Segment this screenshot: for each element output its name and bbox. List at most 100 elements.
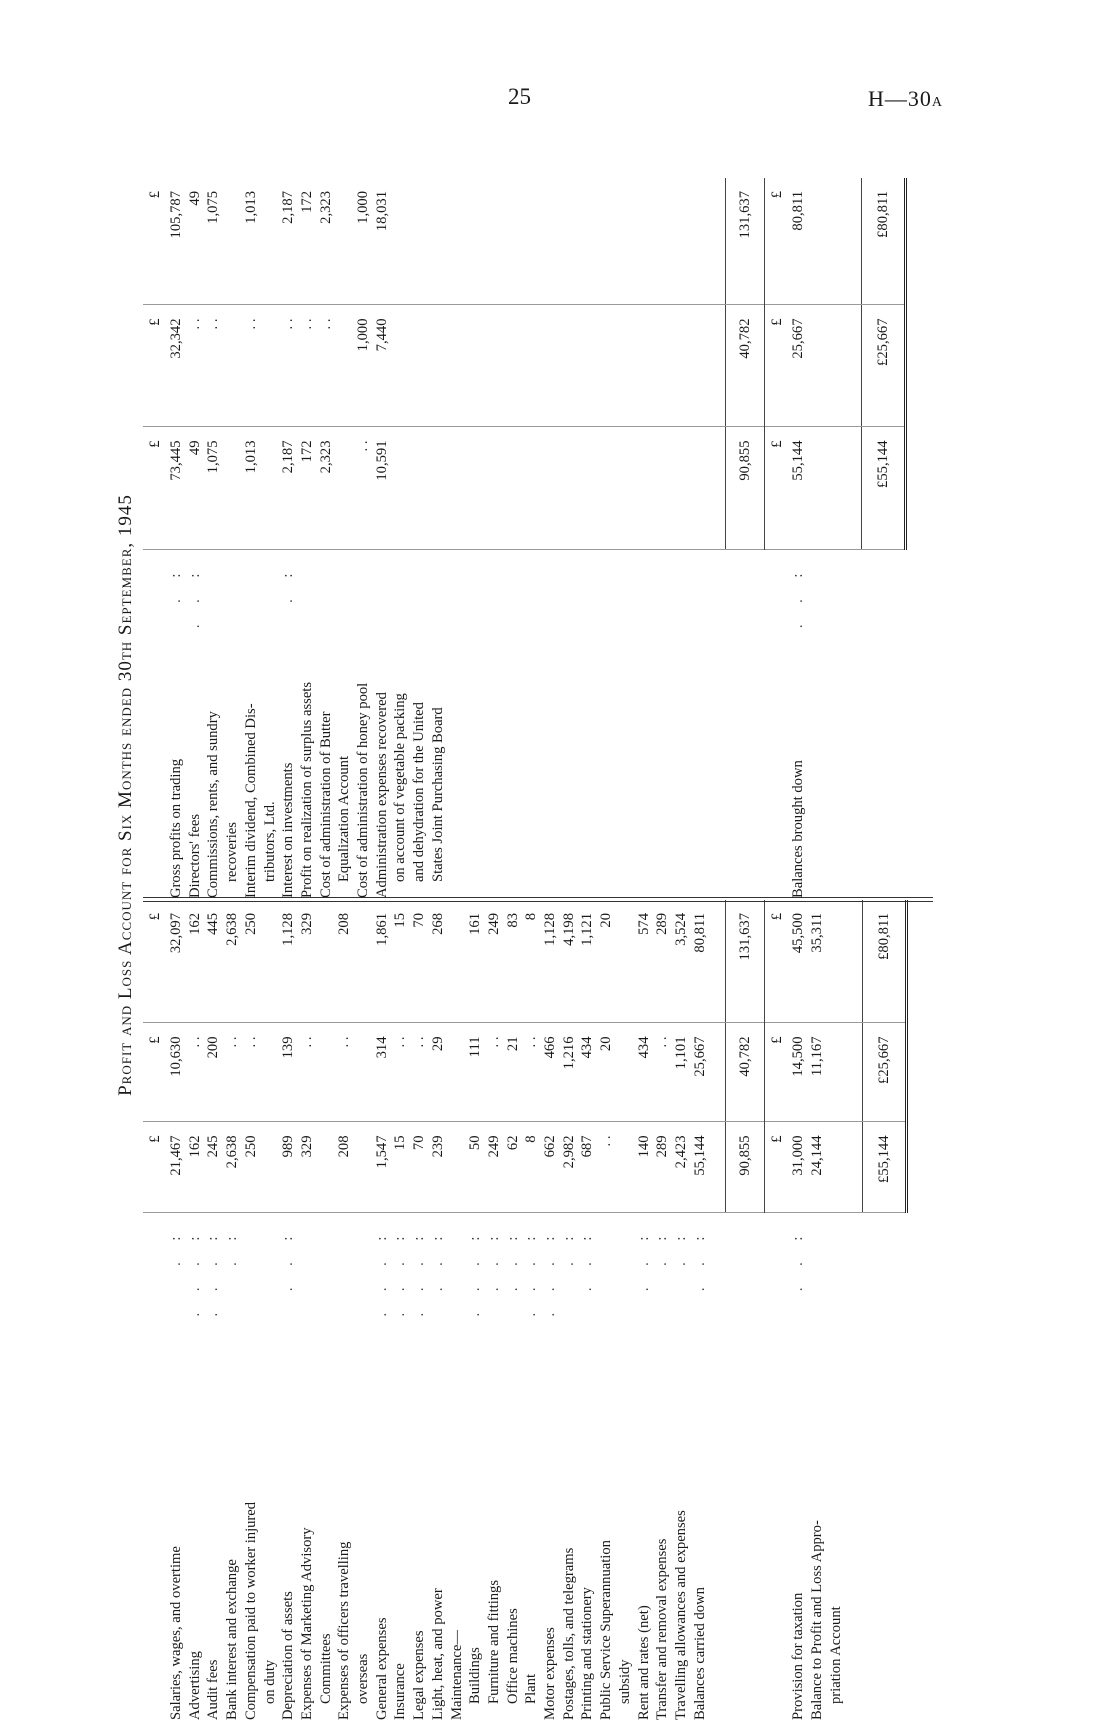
row-label: on account of vegetable packing: [391, 550, 410, 898]
table-row: Directors' fees . . : 49. . 49: [185, 178, 205, 898]
table-row: Printing and stationery . . : 687 434 1,121: [578, 900, 598, 1720]
amount-cell-1: 289: [653, 1122, 672, 1213]
dot-leader: . . :: [790, 564, 807, 629]
amount-cell-1: [503, 427, 523, 550]
amount-cell-2: [709, 305, 726, 427]
amount-cell-2: [354, 1023, 373, 1122]
amount-cell-1: [559, 427, 579, 550]
amount-cell-1: [335, 427, 355, 550]
amount-cell-3: [260, 178, 280, 305]
spacer-row: [845, 900, 862, 1720]
row-label: [726, 1213, 765, 1720]
row-label: Audit fees . . . :: [204, 1213, 223, 1721]
amount-cell-1: 162: [185, 1122, 205, 1213]
dot-leader: . :: [672, 1227, 689, 1266]
amount-cell-2: . .: [297, 1023, 317, 1122]
amount-cell-3: 2,323: [316, 178, 336, 305]
amount-cell-2: [653, 305, 672, 427]
dot-leader: . :: [280, 564, 297, 603]
amount-cell-3: [845, 178, 862, 305]
amount-cell-2: 29: [428, 1023, 448, 1122]
row-label-text: Audit fees: [205, 1659, 222, 1720]
amount-cell-2: £: [764, 1023, 790, 1122]
credit-side-table: £ £ £ Gross profits on trading. :73,445 32,3…: [143, 178, 907, 898]
amount-cell-3: 1,861: [372, 900, 392, 1023]
row-label-text: Equalization Account: [336, 755, 353, 882]
row-label: on duty: [261, 1213, 280, 1720]
amount-cell-1: [826, 427, 846, 550]
amount-cell-2: 111: [466, 1023, 485, 1122]
row-label-text: Transfer and removal expenses: [654, 1538, 671, 1720]
dot-leader: . . . :: [373, 1227, 390, 1317]
row-label-text: Cost of administration of Butter: [317, 711, 334, 898]
row-label: [466, 550, 485, 898]
amount-cell-2: [615, 1023, 635, 1122]
amount-cell-3: 1,000: [354, 178, 373, 305]
amount-cell-2: . .: [522, 1023, 542, 1122]
dot-leader: . . . :: [392, 1227, 409, 1317]
amount-cell-3: [559, 178, 579, 305]
amount-cell-1: 140: [634, 1122, 654, 1213]
table-row: Insurance . . . : 15. . 15: [391, 900, 411, 1720]
amount-cell-3: 35,311: [808, 900, 827, 1023]
row-label-text: Bank interest and exchange: [224, 1559, 241, 1720]
amount-cell-3: [578, 178, 598, 305]
amount-cell-3: [503, 178, 523, 305]
row-label: States Joint Purchasing Board: [429, 550, 448, 898]
currency-header-row: £ £ £: [143, 178, 167, 898]
amount-cell-3: 1,075: [204, 178, 224, 305]
amount-cell-2: . .: [653, 1023, 672, 1122]
row-label: Committees: [317, 1213, 336, 1720]
amount-cell-3: 574: [634, 900, 654, 1023]
amount-cell-2: [447, 1023, 467, 1122]
amount-cell-2: . .: [297, 305, 317, 427]
row-label: [726, 550, 765, 898]
amount-cell-2: [223, 305, 242, 427]
row-label: Office machines . . :: [504, 1213, 523, 1720]
amount-cell-3: [615, 900, 635, 1023]
table-row: [826, 178, 846, 898]
row-label-text: on duty: [261, 1659, 278, 1704]
row-label: Travelling allowances and expenses . :: [672, 1213, 691, 1721]
row-label: priation Account: [827, 1213, 846, 1720]
amount-cell-3: 18,031: [372, 178, 392, 305]
table-row: Rent and rates (net) . . : 140 434 574: [634, 900, 654, 1720]
amount-cell-3: [466, 178, 485, 305]
amount-cell-2: 20: [597, 1023, 616, 1122]
row-label: Balances carried down . . :: [691, 1213, 710, 1721]
row-label-text: Salaries, wages, and overtime: [168, 1546, 184, 1720]
amount-cell-3: 80,811: [690, 900, 710, 1023]
row-label: [504, 550, 523, 898]
row-label-text: Compensation paid to worker injured: [242, 1501, 259, 1720]
row-label: [634, 550, 653, 898]
amount-cell-2: [845, 305, 862, 427]
row-label-text: Expenses of Marketing Advisory: [298, 1527, 315, 1720]
row-label-text: Balances carried down: [691, 1587, 708, 1720]
amount-cell-1: 662: [541, 1122, 560, 1213]
amount-cell-3: [671, 178, 691, 305]
amount-cell-2: [466, 305, 485, 427]
amount-cell-1: [845, 1122, 862, 1213]
amount-cell-1: 90,855: [725, 427, 765, 550]
amount-cell-3: 3,524: [671, 900, 691, 1023]
amount-cell-2: 40,782: [725, 1023, 765, 1122]
row-label-text: Directors' fees: [186, 813, 203, 898]
amount-cell-1: 49: [185, 427, 205, 550]
dot-leader: . . :: [186, 564, 203, 629]
amount-cell-1: 245: [204, 1122, 224, 1213]
row-label-text: Public Service Superannuation: [598, 1540, 615, 1720]
document-reference: H—30A: [868, 86, 943, 112]
table-row: tributors, Ltd.: [260, 178, 280, 898]
table-row: Light, heat, and power . . : 239 29 268: [428, 900, 448, 1720]
amount-cell-1: 24,144: [808, 1122, 827, 1213]
amount-cell-3: 8: [522, 900, 542, 1023]
row-label: Postages, tolls, and telegrams . :: [560, 1213, 579, 1721]
amount-cell-2: [503, 305, 523, 427]
amount-cell-3: [484, 178, 504, 305]
row-label: Cost of administration of honey pool: [354, 550, 373, 898]
table-row: Compensation paid to worker injured 250. …: [241, 900, 261, 1720]
table-row: Office machines . . : 62 21 83: [503, 900, 523, 1720]
table-row: Expenses of officers travelling 208. . 208: [335, 900, 355, 1720]
table-row: [634, 178, 654, 898]
amount-cell-1: [223, 427, 242, 550]
